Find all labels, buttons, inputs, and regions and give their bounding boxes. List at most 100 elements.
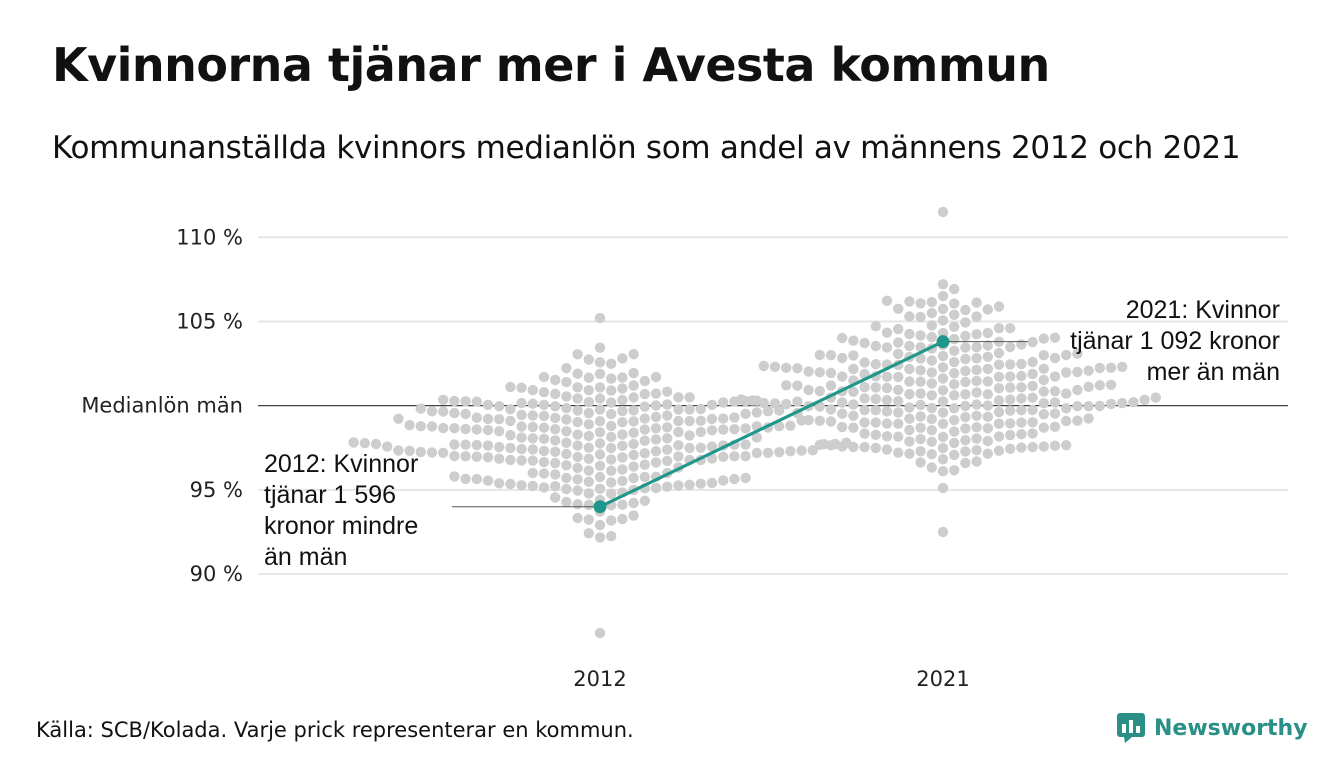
municipality-dot <box>662 399 673 410</box>
municipality-dot <box>538 482 550 493</box>
municipality-dot <box>460 473 471 485</box>
municipality-dot <box>594 449 606 460</box>
municipality-dot <box>881 418 893 429</box>
municipality-dot <box>594 438 606 449</box>
municipality-dot <box>971 375 982 387</box>
municipality-dot <box>628 380 639 391</box>
municipality-dot <box>550 401 561 412</box>
municipality-dot <box>662 433 673 444</box>
municipality-dot <box>926 307 937 319</box>
municipality-dot <box>639 448 650 459</box>
municipality-dot <box>639 435 650 446</box>
municipality-dot <box>538 422 550 433</box>
municipality-dot <box>606 420 617 432</box>
municipality-dot <box>628 449 639 461</box>
highlight-series <box>593 335 950 514</box>
municipality-dot <box>572 393 583 404</box>
municipality-dot <box>729 424 740 435</box>
municipality-dot <box>949 321 960 332</box>
municipality-dot <box>370 438 382 450</box>
municipality-dot <box>859 337 870 349</box>
municipality-dot <box>1005 382 1016 393</box>
municipality-dot <box>893 418 904 429</box>
municipality-dot <box>561 403 572 414</box>
municipality-dot <box>628 438 639 450</box>
municipality-dot <box>538 410 550 422</box>
municipality-dot <box>594 519 606 531</box>
municipality-dot <box>740 423 751 434</box>
municipality-dot <box>937 407 949 418</box>
municipality-dot <box>415 403 426 414</box>
municipality-dot <box>471 412 482 423</box>
municipality-dot <box>1027 441 1038 453</box>
municipality-dot <box>617 372 628 383</box>
municipality-dot <box>904 363 915 375</box>
municipality-dot <box>904 436 915 447</box>
municipality-dot <box>460 408 471 420</box>
municipality-dot <box>1083 365 1094 376</box>
municipality-dot <box>785 420 796 431</box>
municipality-dot <box>583 419 594 430</box>
municipality-dot <box>572 405 583 416</box>
municipality-dot <box>606 454 617 465</box>
municipality-dot <box>949 283 960 295</box>
municipality-dot <box>837 397 848 408</box>
municipality-dot <box>471 451 482 462</box>
municipality-dot <box>859 357 870 368</box>
municipality-dot <box>949 356 960 368</box>
municipality-dot <box>404 420 415 431</box>
highlight-line <box>599 340 944 509</box>
municipality-dot <box>572 499 583 510</box>
municipality-dot <box>527 384 538 396</box>
municipality-dot <box>926 425 937 436</box>
municipality-dot <box>516 397 527 409</box>
municipality-dot <box>516 382 527 393</box>
municipality-dot <box>993 383 1005 394</box>
municipality-dot <box>628 392 639 403</box>
municipality-dot <box>1049 332 1061 343</box>
municipality-dot <box>949 426 960 437</box>
municipality-dot <box>881 371 893 382</box>
municipality-dot <box>1038 386 1050 397</box>
municipality-dots <box>348 206 1162 639</box>
municipality-dot <box>870 442 881 454</box>
municipality-dot <box>527 467 538 479</box>
municipality-dot <box>893 447 904 458</box>
x-axis-ticks: 2012 2021 <box>573 667 969 691</box>
municipality-dot <box>639 471 650 483</box>
municipality-dot <box>583 453 594 464</box>
municipality-dot <box>606 431 617 443</box>
municipality-dot <box>971 410 982 421</box>
municipality-dot <box>393 413 404 424</box>
municipality-dot <box>937 350 949 362</box>
municipality-dot <box>1016 358 1027 370</box>
municipality-dot <box>1005 341 1016 353</box>
municipality-dot <box>937 454 949 465</box>
municipality-dot <box>751 447 762 459</box>
municipality-dot <box>516 409 527 421</box>
municipality-dot <box>594 427 606 438</box>
municipality-dot <box>993 347 1005 359</box>
municipality-dot <box>792 380 803 391</box>
municipality-dot <box>870 393 881 405</box>
municipality-dot <box>1027 428 1038 439</box>
municipality-dot <box>814 385 825 397</box>
municipality-dot <box>494 453 505 464</box>
municipality-dot <box>583 476 594 487</box>
municipality-dot <box>1027 368 1038 380</box>
annotation-2021-line: 2021: Kvinnor <box>1126 296 1280 324</box>
municipality-dot <box>550 446 561 457</box>
municipality-dot <box>706 425 718 436</box>
municipality-dot <box>471 424 482 435</box>
municipality-dot <box>807 445 818 456</box>
municipality-dot <box>438 422 449 434</box>
municipality-dot <box>971 387 982 398</box>
municipality-dot <box>814 367 825 378</box>
municipality-dot <box>628 472 639 484</box>
municipality-dot <box>594 342 606 353</box>
municipality-dot <box>718 475 729 486</box>
municipality-dot <box>1139 394 1150 405</box>
municipality-dot <box>527 398 538 409</box>
municipality-dot <box>915 422 926 433</box>
municipality-dot <box>881 431 893 442</box>
